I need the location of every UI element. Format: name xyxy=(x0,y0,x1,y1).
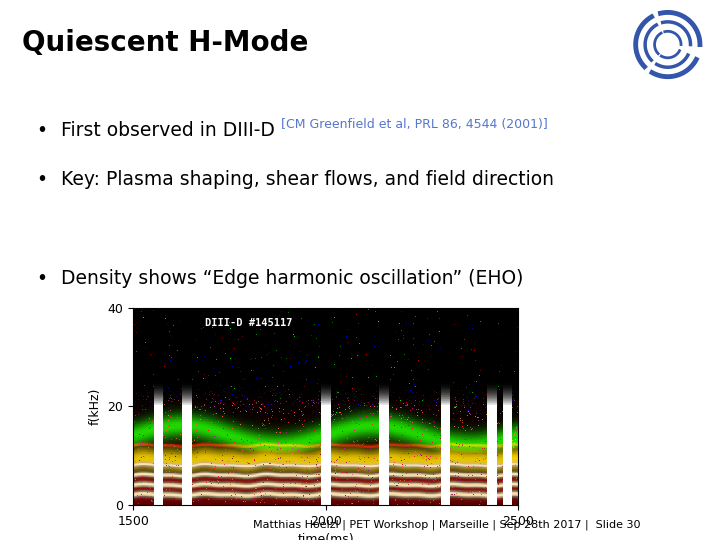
Text: •: • xyxy=(36,120,47,140)
Text: Matthias Hoelzl | PET Workshop | Marseille | Sep 28th 2017 |  Slide 30: Matthias Hoelzl | PET Workshop | Marseil… xyxy=(253,520,640,530)
Text: •: • xyxy=(36,269,47,288)
Text: Key: Plasma shaping, shear flows, and field direction: Key: Plasma shaping, shear flows, and fi… xyxy=(61,170,554,189)
Text: Quiescent H-Mode: Quiescent H-Mode xyxy=(22,29,308,57)
Text: Density shows “Edge harmonic oscillation” (EHO): Density shows “Edge harmonic oscillation… xyxy=(61,269,523,288)
Text: •: • xyxy=(36,170,47,189)
Text: First observed in DIII-D: First observed in DIII-D xyxy=(61,120,281,140)
Text: DIII-D #145117: DIII-D #145117 xyxy=(205,318,292,328)
Text: [CM Greenfield et al, PRL 86, 4544 (2001)]: [CM Greenfield et al, PRL 86, 4544 (2001… xyxy=(281,118,547,131)
X-axis label: time(ms): time(ms) xyxy=(297,533,354,540)
Y-axis label: f(kHz): f(kHz) xyxy=(89,388,102,425)
